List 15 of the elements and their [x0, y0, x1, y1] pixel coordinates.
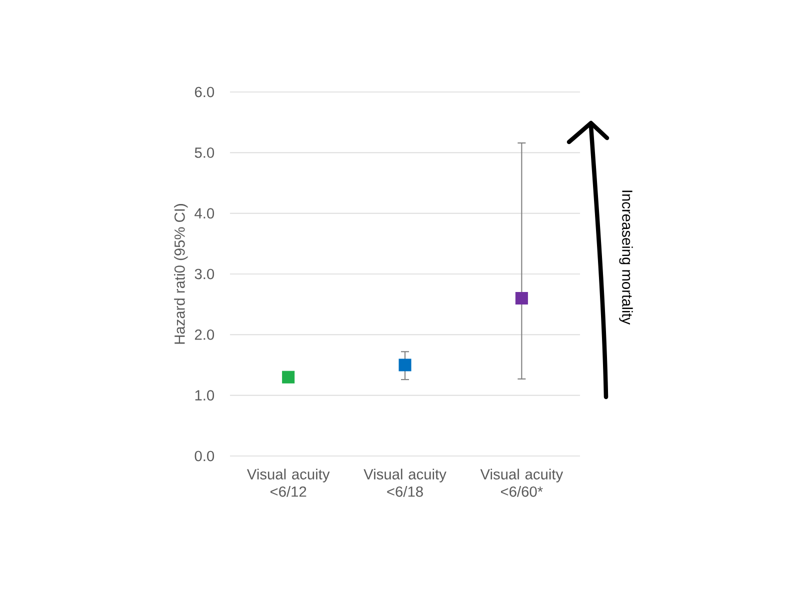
y-tick-label: 1.0: [195, 390, 214, 401]
y-tick-label: 3.0: [194, 268, 214, 280]
y-tick-label: 2.0: [194, 329, 214, 340]
x-tick-label: Visual acuity <6/18: [364, 468, 446, 497]
x-tick-label: Visual acuity <6/60*: [480, 468, 564, 497]
x-tick-label: Visual acuity <6/12: [246, 468, 330, 497]
point: [515, 292, 528, 305]
point: [282, 370, 295, 384]
y-tick-label: 5.0: [194, 147, 214, 158]
y-tick-label: 0.0: [194, 450, 214, 462]
y-axis-title: Hazard rati0 (95% CI): [174, 204, 188, 344]
point: [398, 358, 412, 372]
y-tick-label: 6.0: [194, 86, 214, 98]
y-tick-label: 4.0: [194, 208, 214, 219]
text: Increaseing mortality: [619, 190, 633, 325]
